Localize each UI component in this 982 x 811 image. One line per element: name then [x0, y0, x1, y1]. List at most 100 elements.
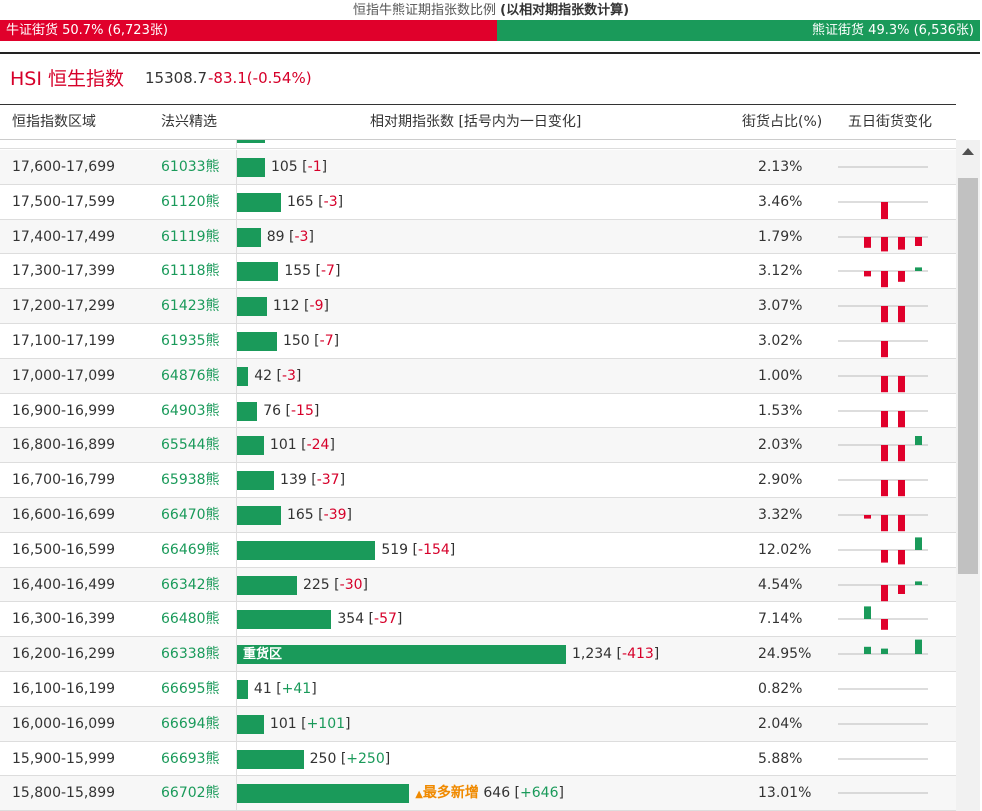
sparkline-bar: [881, 584, 888, 601]
five-day-sparkline: [838, 375, 928, 392]
sparkline-bar: [915, 236, 922, 246]
header-five-day[interactable]: 五日街货变化: [848, 114, 932, 130]
contracts-count: 519: [381, 541, 409, 558]
contracts-count: 112: [272, 298, 300, 315]
zone-table: 17,600-17,699 61033熊 105 [-1] 2.13% 17,500-1…: [0, 140, 956, 811]
warrant-code-link[interactable]: 66480熊: [161, 611, 220, 628]
column-divider: [236, 567, 237, 602]
scroll-up-arrow-icon[interactable]: [962, 148, 974, 155]
contracts-bar: [237, 297, 267, 317]
column-divider: [236, 184, 237, 219]
sparkline-bar: [881, 445, 888, 462]
index-value: 15308.7: [145, 69, 208, 87]
sparkline-bar: [915, 537, 922, 550]
header-share[interactable]: 街货占比(%): [742, 114, 823, 130]
index-name: HSI 恒生指数: [10, 68, 124, 90]
sparkline-bar: [881, 410, 888, 427]
warrant-code-link[interactable]: 61119熊: [161, 228, 220, 245]
contracts-bar: [237, 749, 304, 769]
header-zone[interactable]: 恒指指数区域: [12, 114, 96, 130]
table-row: 16,400-16,499 66342熊 225 [-30] 4.54%: [0, 567, 956, 603]
column-divider: [236, 706, 237, 741]
sparkline-bar: [864, 606, 871, 620]
warrant-code-link[interactable]: 65938熊: [161, 472, 220, 489]
warrant-code-link[interactable]: 61935熊: [161, 333, 220, 349]
warrant-code-link[interactable]: 65544熊: [161, 437, 220, 454]
contracts-value: 76 [-15]: [263, 402, 320, 419]
one-day-change: -37: [316, 472, 340, 489]
warrant-code-link[interactable]: 66693熊: [161, 750, 220, 767]
warrant-code-link[interactable]: 61120熊: [161, 193, 220, 210]
one-day-change: -57: [374, 611, 397, 628]
column-divider: [236, 324, 237, 358]
sparkline-bar: [898, 515, 905, 532]
contracts-value: 42 [-3]: [254, 367, 302, 384]
warrant-code-link[interactable]: 64903熊: [161, 402, 220, 419]
header-pick[interactable]: 法兴精选: [161, 114, 217, 130]
contracts-value: 150 [-7]: [282, 333, 340, 349]
column-divider: [236, 219, 237, 254]
contracts-bar: [237, 784, 410, 804]
warrant-code-link[interactable]: 66695熊: [161, 681, 220, 697]
contracts-count: 76: [263, 402, 282, 419]
column-divider: [236, 776, 237, 811]
contracts-value: 354 [-57]: [337, 611, 403, 628]
zone-range: 16,100-16,199: [12, 681, 116, 697]
five-day-sparkline: [838, 580, 928, 601]
sparkline-bar: [915, 436, 922, 446]
header-contracts[interactable]: 相对期指张数 [括号内为一日变化]: [370, 114, 582, 130]
sparkline-bar: [864, 236, 871, 248]
contracts-bar: [237, 540, 376, 560]
sparkline-bar: [898, 375, 905, 392]
table-row: 16,500-16,599 66469熊 519 [-154] 12.02%: [0, 532, 956, 568]
street-share: 7.14%: [758, 611, 803, 628]
column-divider: [236, 463, 237, 497]
street-share: 2.04%: [758, 715, 803, 732]
warrant-code-link[interactable]: 61118熊: [161, 263, 220, 280]
contracts-bar: [237, 366, 249, 386]
contracts-count: 42: [254, 367, 273, 384]
warrant-code-link[interactable]: 66694熊: [161, 715, 220, 732]
sparkline-bar: [881, 619, 888, 631]
street-share: 4.54%: [758, 576, 803, 593]
contracts-bar: [237, 262, 279, 282]
zone-range: 16,300-16,399: [12, 611, 116, 628]
bear-segment: 熊证街货 49.3% (6,536张): [496, 20, 980, 41]
table-row: 17,500-17,599 61120熊 165 [-3] 3.46%: [0, 184, 956, 220]
contracts-count: 354: [337, 611, 365, 628]
warrant-code-link[interactable]: 66702熊: [161, 785, 220, 802]
five-day-sparkline: [838, 606, 928, 631]
partial-row: [0, 140, 956, 149]
warrant-code-link[interactable]: 64876熊: [161, 367, 220, 384]
zone-range: 16,200-16,299: [12, 646, 116, 663]
triangle-up-icon: ▲: [415, 789, 423, 801]
warrant-code-link[interactable]: 61423熊: [161, 298, 220, 315]
warrant-code-link[interactable]: 66342熊: [161, 576, 220, 593]
column-divider: [236, 532, 237, 567]
sparkline-bar: [898, 271, 905, 283]
warrant-code-link[interactable]: 66338熊: [161, 646, 220, 663]
street-share: 1.00%: [758, 367, 803, 384]
section-divider: [0, 52, 980, 54]
sparkline-bar: [898, 236, 905, 250]
one-day-change: -1: [307, 159, 322, 175]
table-row: 17,100-17,199 61935熊 150 [-7] 3.02%: [0, 324, 956, 359]
five-day-sparkline: [838, 410, 928, 427]
table-row: 16,200-16,299 66338熊 重货区 1,234 [-413] 24.95%: [0, 637, 956, 672]
table-row: 16,800-16,899 65544熊 101 [-24] 2.03%: [0, 428, 956, 464]
partial-row-bar: [237, 140, 265, 143]
contracts-value: 1,234 [-413]: [572, 646, 660, 663]
contracts-count: 105: [270, 159, 298, 175]
contracts-value: 225 [-30]: [302, 576, 368, 593]
ratio-title-note: (以相对期指张数计算): [500, 3, 630, 18]
warrant-code-link[interactable]: 61033熊: [161, 159, 220, 175]
warrant-code-link[interactable]: 66469熊: [161, 541, 220, 558]
scroll-thumb[interactable]: [958, 178, 978, 574]
warrant-code-link[interactable]: 66470熊: [161, 507, 220, 523]
scrollbar[interactable]: [956, 140, 980, 811]
street-share: 2.90%: [758, 472, 803, 489]
sparkline-bar: [915, 267, 922, 272]
sparkline-bar: [864, 515, 871, 519]
zone-range: 16,600-16,699: [12, 507, 116, 523]
zone-range: 16,900-16,999: [12, 402, 116, 419]
